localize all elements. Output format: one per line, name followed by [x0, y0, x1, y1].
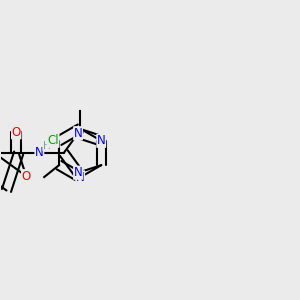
Text: N: N	[74, 127, 82, 140]
Text: N: N	[74, 166, 82, 179]
Text: O: O	[22, 170, 31, 183]
Text: Cl: Cl	[47, 134, 59, 147]
Text: H: H	[43, 140, 51, 151]
Text: N: N	[97, 134, 106, 147]
Text: N: N	[76, 171, 85, 184]
Text: O: O	[12, 126, 21, 139]
Text: N: N	[35, 146, 44, 160]
